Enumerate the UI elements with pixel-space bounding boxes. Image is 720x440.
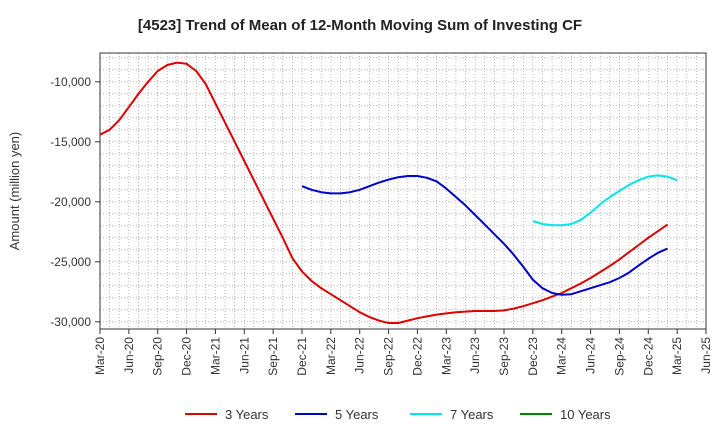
- series-line-7-years: [532, 174, 678, 227]
- x-tick-label: Mar-22: [324, 337, 338, 375]
- y-tick-label: -10,000: [50, 75, 91, 89]
- y-tick-label: -20,000: [50, 195, 91, 209]
- x-axis-ticks: Mar-20 Jun-20 Sep-20 Dec-20 Mar-21 Jun-21 Sep-…: [93, 329, 713, 376]
- x-tick-label: Jun-22: [353, 337, 367, 374]
- y-tick-label: -25,000: [50, 255, 91, 269]
- y-tick-label: -30,000: [50, 315, 91, 329]
- plot-area: [100, 53, 706, 329]
- plot-border: [99, 52, 707, 330]
- x-tick-label: Jun-23: [468, 337, 482, 374]
- x-tick-label: Sep-23: [497, 337, 511, 376]
- x-tick-label: Sep-21: [266, 337, 280, 376]
- x-tick-label: Dec-21: [295, 337, 309, 376]
- x-tick-label: Jun-20: [122, 337, 136, 374]
- x-tick-label: Dec-23: [526, 337, 540, 376]
- x-tick-label: Dec-24: [641, 337, 655, 376]
- x-tick-label: Jun-21: [237, 337, 251, 374]
- legend-label: 7 Years: [450, 407, 494, 422]
- x-tick-label: Mar-23: [439, 337, 453, 375]
- x-tick-label: Sep-20: [151, 337, 165, 376]
- x-tick-label: Mar-25: [670, 337, 684, 375]
- legend-label: 3 Years: [225, 407, 269, 422]
- series-line-5-years: [301, 175, 668, 296]
- x-tick-label: Mar-21: [208, 337, 222, 375]
- y-axis-label: Amount (million yen): [7, 132, 22, 251]
- legend: 3 Years 5 Years 7 Years 10 Years: [185, 407, 611, 422]
- chart-title: [4523] Trend of Mean of 12-Month Moving …: [138, 17, 582, 34]
- series-line-3-years: [99, 61, 669, 324]
- x-tick-label: Mar-20: [93, 337, 107, 375]
- x-tick-label: Sep-22: [382, 337, 396, 376]
- series-lines: [99, 61, 678, 324]
- x-tick-label: Dec-20: [180, 337, 194, 376]
- x-tick-label: Jun-24: [584, 337, 598, 374]
- x-tick-label: Dec-22: [410, 337, 424, 376]
- y-tick-label: -15,000: [50, 135, 91, 149]
- x-tick-label: Jun-25: [699, 337, 713, 374]
- x-tick-label: Mar-24: [555, 337, 569, 375]
- grid-lines: [100, 53, 706, 329]
- legend-label: 10 Years: [560, 407, 611, 422]
- legend-label: 5 Years: [335, 407, 379, 422]
- y-axis-ticks: -10,000 -15,000 -20,000 -25,000 -30,000: [50, 75, 100, 329]
- x-tick-label: Sep-24: [612, 337, 626, 376]
